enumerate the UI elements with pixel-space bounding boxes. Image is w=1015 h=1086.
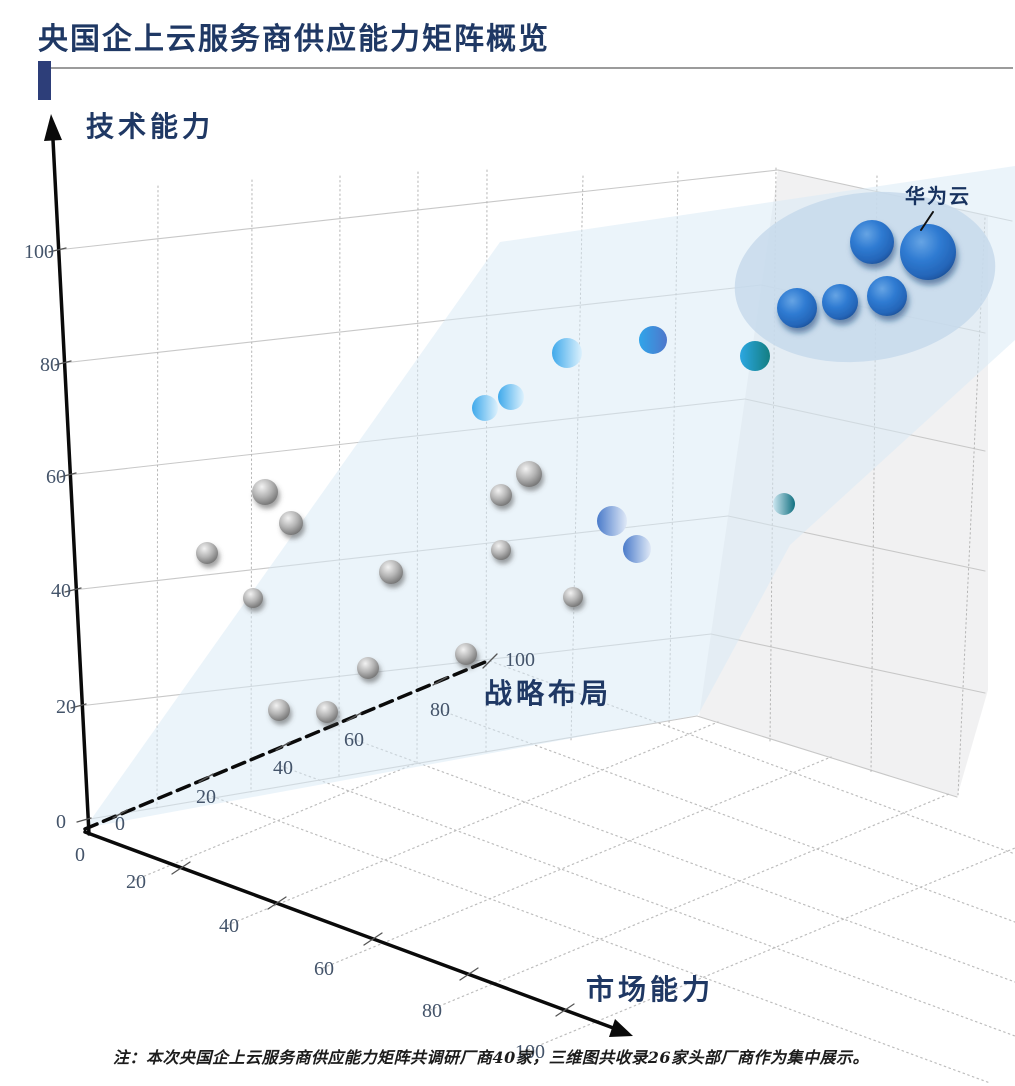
p18-bubble [379, 560, 403, 584]
floor-gridlines [134, 660, 1015, 1084]
market-axis-arrowhead [609, 1019, 633, 1037]
strategy-axis [83, 658, 492, 831]
title-accent-bar [38, 61, 51, 100]
huawei-annotation: 华为云 [905, 184, 971, 208]
p07-bubble [639, 326, 667, 354]
tick-strategy-0: 0 [115, 813, 125, 835]
p25-bubble [268, 699, 290, 721]
tick-tech-0: 0 [56, 811, 66, 833]
tick-tech-40: 40 [51, 580, 71, 602]
p08-bubble [740, 341, 770, 371]
tick-tech-20: 20 [56, 696, 76, 718]
page-title: 央国企上云服务商供应能力矩阵概览 [38, 22, 550, 57]
tick-market-80: 80 [422, 1000, 442, 1022]
market-axis-title: 市场能力 [586, 973, 714, 1006]
p12-bubble [623, 535, 651, 563]
tech-axis [51, 138, 91, 836]
p21-bubble [491, 540, 511, 560]
huawei-cloud-label: 华为云 [905, 184, 971, 208]
p03-bubble [777, 288, 817, 328]
p06-bubble [552, 338, 582, 368]
p26-bubble [316, 701, 338, 723]
p23-bubble [455, 643, 477, 665]
p11-bubble [597, 506, 627, 536]
huawei-annotation-line [920, 211, 934, 231]
market-axis-tick-marks [171, 861, 575, 1017]
market-axis-tick-labels: 0 20 40 60 80 100 [75, 844, 545, 1063]
tech-axis-title: 技术能力 [86, 110, 214, 143]
tick-strategy-80: 80 [430, 699, 450, 721]
p05-bubble [867, 276, 907, 316]
tick-market-100: 100 [515, 1041, 545, 1063]
p22-bubble [563, 587, 583, 607]
tick-strategy-40: 40 [273, 757, 293, 779]
p24-bubble [357, 657, 379, 679]
p19-bubble [516, 461, 542, 487]
tick-strategy-20: 20 [196, 786, 216, 808]
footnote: 注：本次央国企上云服务商供应能力矩阵共调研厂商40家，三维图共收录26家头部厂商… [113, 1048, 870, 1067]
p13-bubble [773, 493, 795, 515]
p10-bubble [498, 384, 524, 410]
p20-bubble [490, 484, 512, 506]
tick-market-40: 40 [219, 915, 239, 937]
tick-market-20: 20 [126, 871, 146, 893]
strategy-axis-tick-marks [112, 653, 498, 819]
tech-axis-arrowhead [44, 114, 62, 141]
tick-tech-100: 100 [24, 241, 54, 263]
p09-bubble [472, 395, 498, 421]
strategy-axis-title: 战略布局 [484, 677, 612, 710]
tick-tech-60: 60 [46, 466, 66, 488]
tick-market-0: 0 [75, 844, 85, 866]
p04-bubble [822, 284, 858, 320]
tick-strategy-100: 100 [505, 649, 535, 671]
p17-bubble [243, 588, 263, 608]
tech-axis-tick-labels: 100 80 60 40 20 0 [24, 241, 76, 833]
p01-bubble [850, 220, 894, 264]
p14-bubble [252, 479, 278, 505]
tick-market-60: 60 [314, 958, 334, 980]
p16-bubble [196, 542, 218, 564]
p15-bubble [279, 511, 303, 535]
strategy-axis-tick-labels: 0 20 40 60 80 100 [115, 649, 535, 835]
market-axis [83, 830, 618, 1031]
tick-tech-80: 80 [40, 354, 60, 376]
title-divider [38, 67, 1013, 69]
p02-bubble [900, 224, 956, 280]
tech-axis-tick-marks [48, 247, 92, 823]
tick-strategy-60: 60 [344, 729, 364, 751]
vendor-bubbles [196, 220, 956, 723]
